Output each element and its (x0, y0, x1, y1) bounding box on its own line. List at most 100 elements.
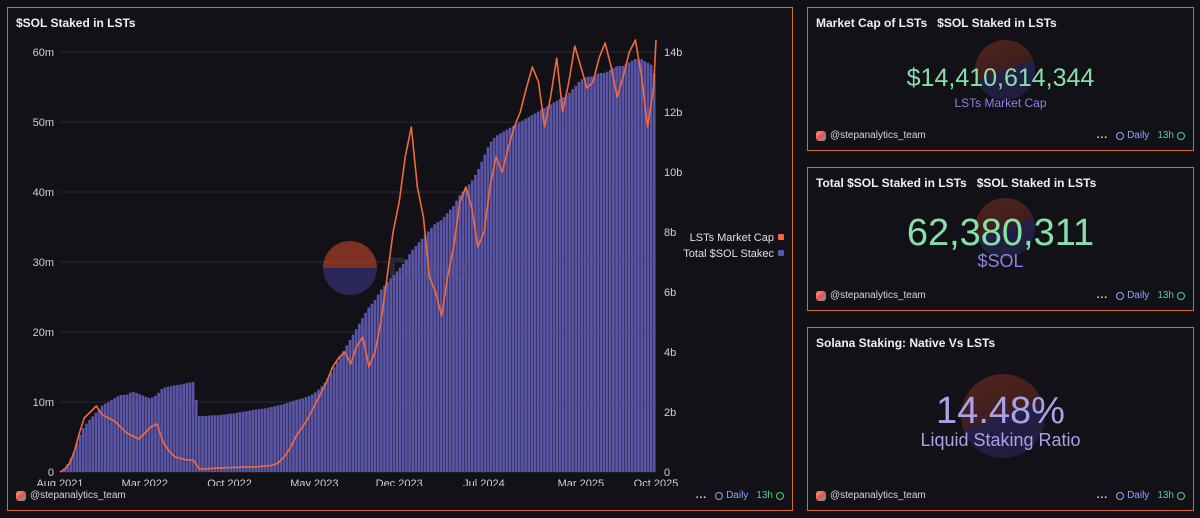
y-axis-left: 0 10m 20m 30m 40m 50m 60m (33, 47, 54, 479)
total-staked-value: 62,380,311 (906, 212, 1095, 254)
total-staked-bar (358, 323, 361, 472)
total-staked-bar (364, 312, 367, 472)
total-staked-bar (568, 92, 571, 472)
total-staked-bar (627, 62, 631, 472)
total-staked-bar (405, 259, 408, 472)
legend-label: LSTs Market Cap (690, 232, 774, 244)
total-staked-bar (119, 395, 123, 472)
total-staked-bar (332, 367, 336, 472)
clock-icon (1116, 491, 1125, 500)
total-staked-bar (549, 104, 553, 473)
total-staked-bar (408, 254, 411, 472)
total-staked-bar (395, 271, 399, 472)
x-tick-label: Aug 2021 (36, 478, 83, 486)
more-options-icon[interactable]: ... (1096, 490, 1109, 501)
total-staked-bar (285, 402, 289, 472)
total-staked-bar (383, 285, 386, 472)
total-staked-bar (486, 147, 490, 472)
total-staked-bar (232, 413, 236, 472)
total-staked-bar (615, 66, 618, 472)
staking-ratio-card-title: Solana Staking: Native Vs LSTs (816, 336, 996, 350)
total-staked-bar (502, 131, 505, 472)
y-right-tick-label: 4b (664, 347, 676, 359)
market-cap-label: LSTs Market Cap (954, 96, 1047, 110)
total-staked-bar (276, 405, 280, 472)
total-staked-card: Total $SOL Staked in LSTs $SOL Staked in … (807, 167, 1194, 311)
market-cap-card-footer: @stepanalytics_team ... Daily 13h (816, 130, 1185, 144)
total-staked-bar (649, 64, 653, 472)
total-staked-bar (612, 68, 615, 472)
total-staked-bar (94, 412, 98, 472)
author-link[interactable]: @stepanalytics_team (16, 490, 126, 501)
total-staked-bar (339, 356, 342, 472)
total-staked-bar (367, 307, 371, 472)
total-staked-bar (461, 191, 465, 472)
more-options-icon[interactable]: ... (1096, 130, 1109, 141)
total-staked-bar (565, 95, 568, 472)
total-staked-bar (605, 71, 609, 472)
clock-icon (715, 491, 724, 500)
total-staked-bar (144, 396, 148, 472)
total-staked-label: $SOL (977, 251, 1024, 271)
author-link[interactable]: @stepanalytics_team (816, 130, 926, 141)
total-staked-bar (320, 386, 324, 472)
total-staked-bar (445, 213, 449, 472)
total-staked-bar (172, 385, 176, 472)
total-staked-bar (546, 106, 549, 472)
total-staked-bar (216, 415, 220, 472)
total-staked-bar (489, 141, 493, 473)
author-link[interactable]: @stepanalytics_team (816, 290, 926, 301)
total-staked-bar (483, 154, 487, 472)
total-staked-bar (248, 410, 251, 472)
refresh-frequency: Daily (1116, 490, 1149, 501)
total-staked-bar (129, 392, 132, 472)
dune-watermark-icon (975, 198, 1035, 258)
x-tick-label: Jul 2024 (463, 478, 505, 486)
total-staked-bar (480, 161, 484, 473)
y-right-tick-label: 12b (664, 107, 682, 119)
legend-swatch (778, 250, 784, 256)
total-staked-bar (477, 169, 480, 472)
total-staked-bar (157, 392, 160, 472)
total-staked-bar (292, 400, 295, 472)
main-chart-panel: $SOL Staked in LSTs Dune 010m20m30m40m50… (7, 7, 793, 511)
total-staked-bar (103, 403, 107, 472)
total-staked-bar (288, 401, 292, 472)
total-staked-bar (229, 413, 233, 472)
more-options-icon[interactable]: ... (1096, 290, 1109, 301)
total-staked-bar (577, 82, 581, 472)
total-staked-bar (652, 73, 656, 472)
total-staked-bar (345, 345, 349, 472)
total-staked-bar (533, 113, 537, 472)
author-link[interactable]: @stepanalytics_team (816, 490, 926, 501)
total-staked-bar (282, 404, 286, 472)
total-staked-bar (496, 135, 499, 473)
total-staked-bar (640, 59, 643, 472)
author-avatar (816, 130, 826, 141)
check-circle-icon (1177, 491, 1185, 500)
total-staked-bar (555, 100, 559, 473)
y-left-tick-label: 50m (33, 117, 54, 129)
author-avatar (816, 490, 826, 501)
lst-market-cap-series (59, 39, 657, 473)
data-freshness: 13h (1157, 130, 1185, 141)
total-staked-bar (210, 415, 214, 472)
total-staked-bar (524, 118, 527, 472)
total-staked-bar (417, 242, 421, 472)
total-staked-bar (423, 235, 427, 472)
total-staked-bar (536, 111, 540, 473)
total-staked-bar (169, 386, 173, 472)
total-staked-bar (376, 294, 380, 472)
total-staked-bar (298, 399, 302, 472)
more-options-icon[interactable]: ... (695, 490, 708, 501)
total-staked-bar (527, 117, 531, 472)
total-staked-bar (558, 98, 562, 473)
y-right-tick-label: 6b (664, 287, 676, 299)
y-left-tick-label: 20m (33, 327, 54, 339)
total-staked-bar (226, 414, 229, 472)
total-staked-bar (191, 382, 195, 472)
total-staked-bar (452, 206, 455, 472)
total-staked-bar (257, 409, 261, 472)
check-circle-icon (1177, 291, 1185, 300)
